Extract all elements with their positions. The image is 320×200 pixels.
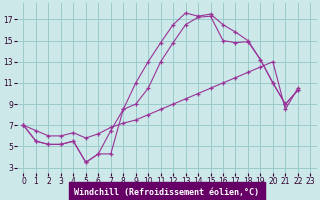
X-axis label: Windchill (Refroidissement éolien,°C): Windchill (Refroidissement éolien,°C) — [74, 188, 260, 197]
